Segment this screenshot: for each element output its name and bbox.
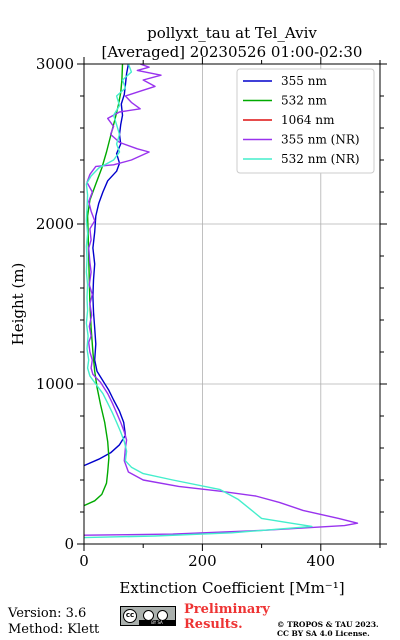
cc-badge-caption: BY SA [139, 620, 175, 625]
series-line-532-nm-nr- [83, 63, 313, 539]
copyright-notice: © TROPOS & TAU 2023. CC BY SA 4.0 Licens… [277, 620, 379, 638]
legend-label: 532 nm [281, 94, 327, 108]
version-text: Version: 3.6 [8, 606, 87, 621]
series-line-355-nm [83, 63, 130, 467]
method-text: Method: Klett [8, 622, 100, 637]
legend-label: 1064 nm [281, 113, 335, 127]
preliminary-notice: Preliminary Results. [184, 602, 270, 632]
series-lines [83, 63, 359, 539]
chart-subtitle: [Averaged] 20230526 01:00-02:30 [102, 43, 363, 61]
y-tick-label: 3000 [36, 55, 74, 73]
copyright-line1: © TROPOS & TAU 2023. [277, 620, 379, 629]
chart-title: pollyxt_tau at Tel_Aviv [147, 24, 317, 42]
y-tick-label: 0 [64, 535, 74, 553]
y-tick-label: 2000 [36, 215, 74, 233]
y-axis-label: Height (m) [9, 263, 27, 346]
x-axis-label: Extinction Coefficient [Mm⁻¹] [119, 579, 344, 597]
axis-tick-labels: 0 200 400 0 1000 2000 3000 [36, 55, 335, 570]
x-tick-label: 200 [188, 552, 217, 570]
cc-license-badge-icon: cc BY SA [120, 606, 176, 626]
footer-info: Version: 3.6 Method: Klett [8, 606, 99, 638]
legend: 355 nm 532 nm 1064 nm 355 nm (NR) 532 nm (NR… [236, 68, 375, 174]
legend-label: 355 nm (NR) [281, 133, 360, 147]
x-tick-label: 0 [79, 552, 89, 570]
legend-label: 532 nm (NR) [281, 152, 360, 166]
cc-logo-icon: cc [123, 609, 137, 623]
preliminary-line1: Preliminary [184, 602, 270, 617]
axis-ticks [77, 57, 387, 551]
copyright-line2: CC BY SA 4.0 License. [277, 629, 370, 638]
y-tick-label: 1000 [36, 375, 74, 393]
x-tick-label: 400 [306, 552, 335, 570]
legend-label: 355 nm [281, 74, 327, 88]
preliminary-line2: Results. [184, 617, 243, 632]
legend-box [236, 68, 375, 174]
plot-frame [83, 63, 381, 545]
